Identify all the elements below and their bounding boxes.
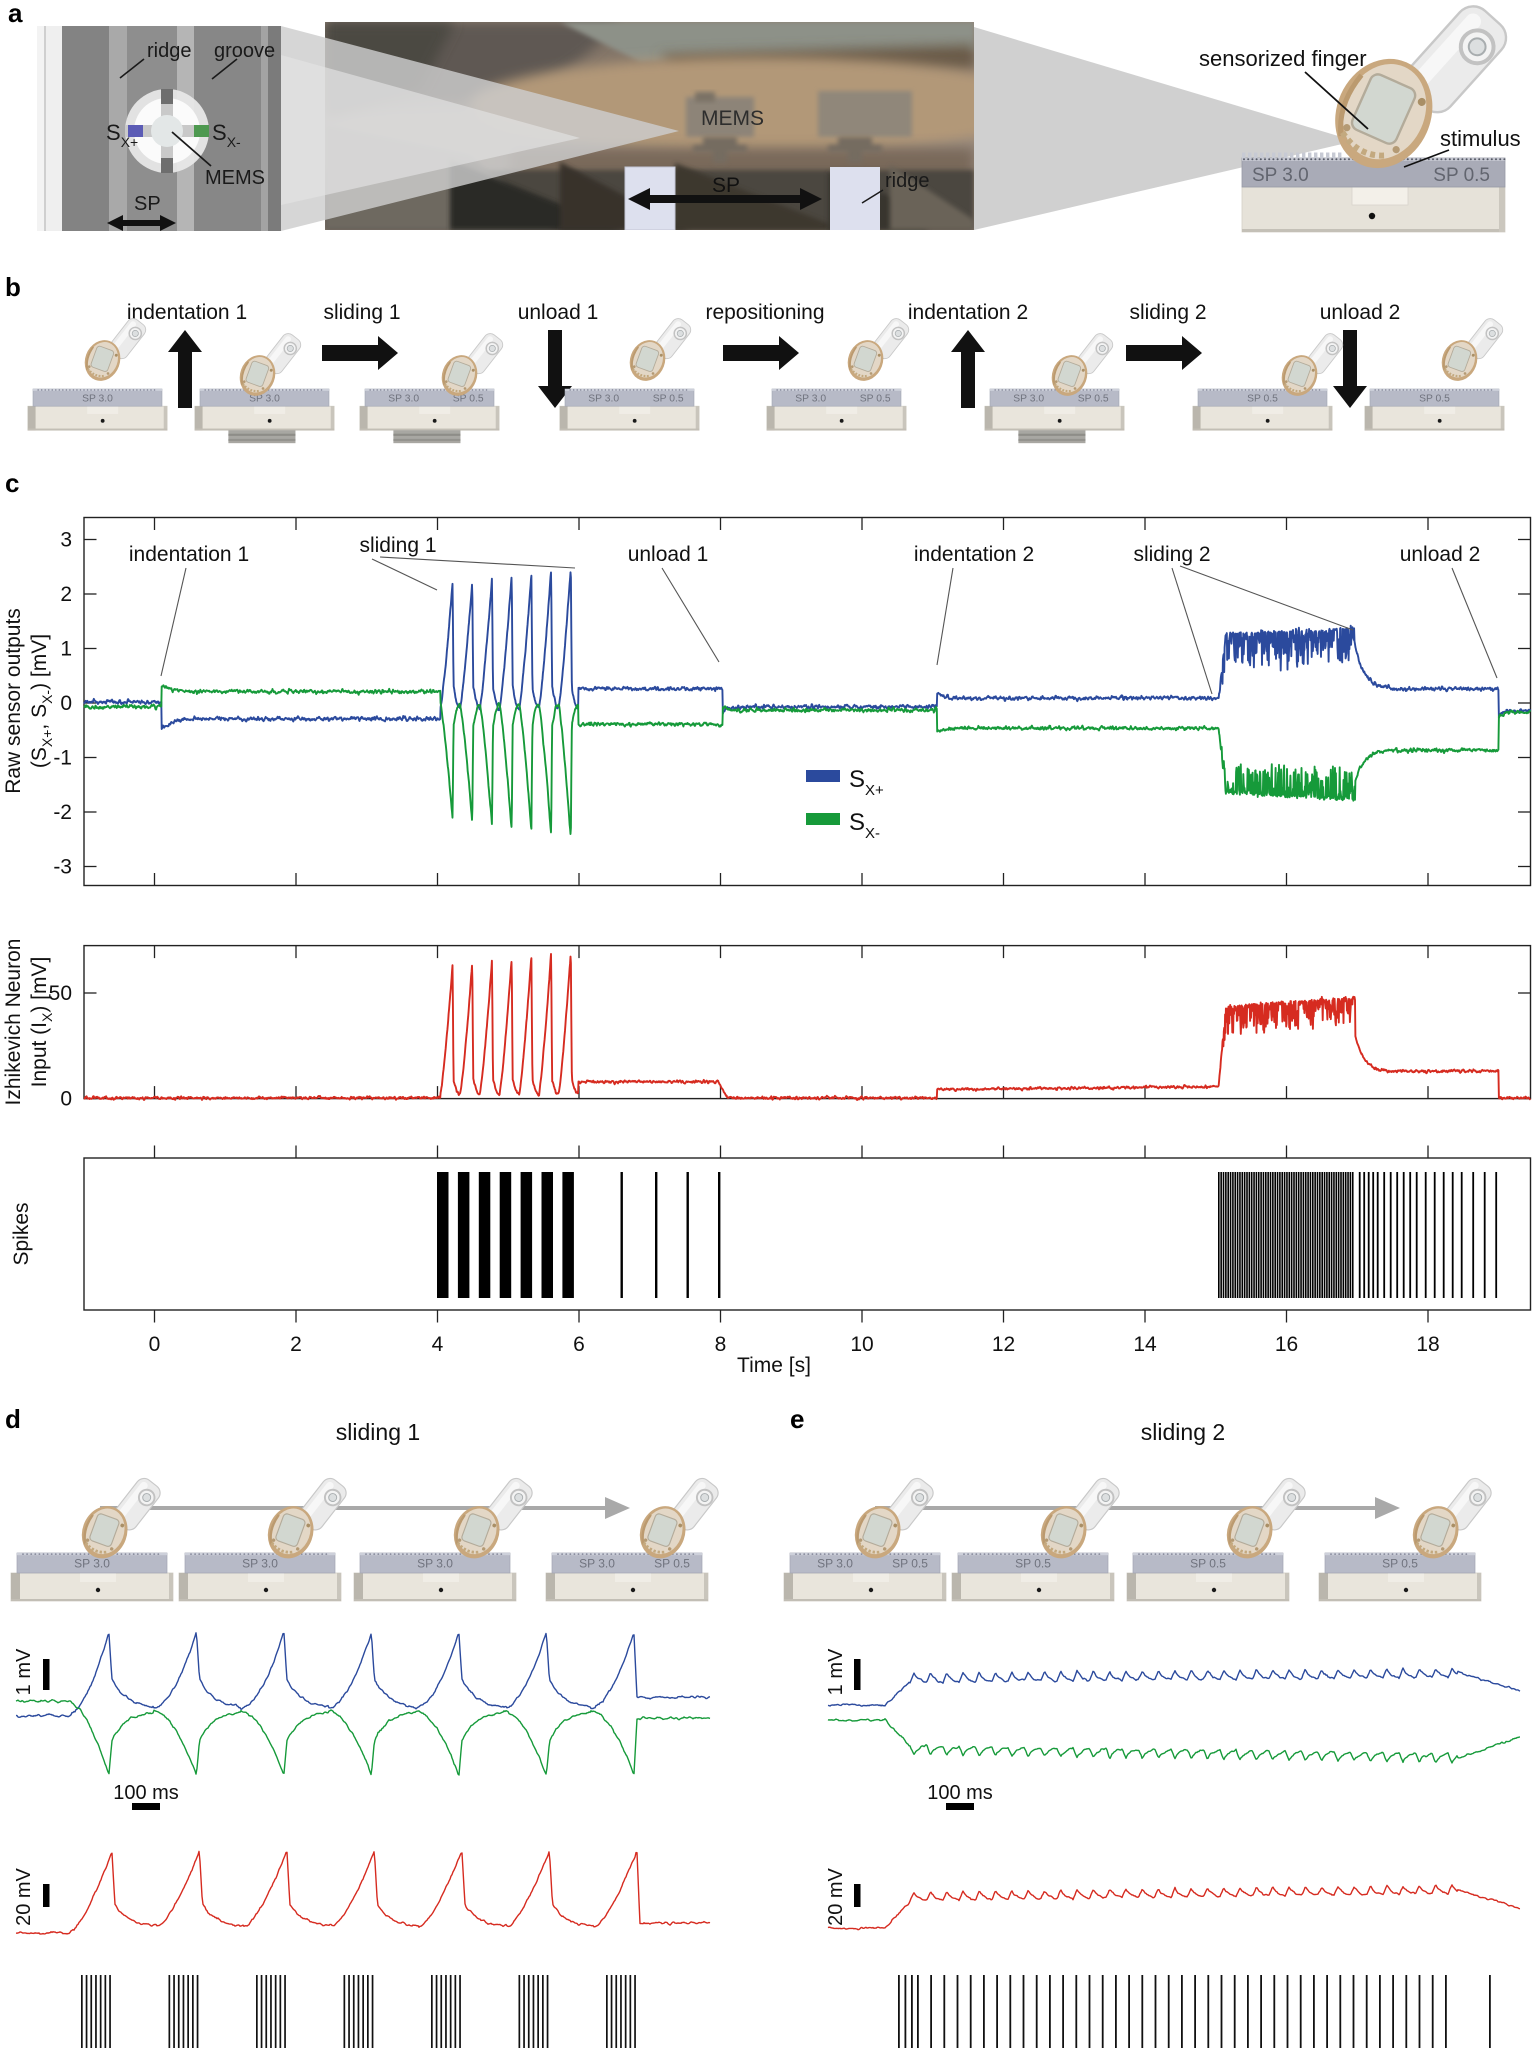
svg-text:a: a	[8, 0, 23, 28]
svg-text:indentation 1: indentation 1	[127, 301, 247, 324]
svg-text:1 mV: 1 mV	[13, 1648, 35, 1695]
svg-text:1: 1	[60, 638, 72, 661]
svg-text:-3: -3	[53, 856, 72, 879]
svg-text:-2: -2	[53, 801, 72, 824]
svg-text:indentation 2: indentation 2	[908, 301, 1028, 324]
svg-text:SP 0.5: SP 0.5	[1190, 1557, 1226, 1571]
svg-text:100 ms: 100 ms	[113, 1782, 179, 1804]
svg-text:0: 0	[60, 1088, 72, 1111]
svg-text:SP 0.5: SP 0.5	[1078, 393, 1109, 404]
svg-text:sliding 2: sliding 2	[1129, 301, 1206, 324]
svg-text:2: 2	[290, 1333, 302, 1356]
svg-text:Input (IX) [mV]: Input (IX) [mV]	[28, 957, 55, 1088]
svg-text:SP 3.0: SP 3.0	[242, 1557, 278, 1571]
svg-text:b: b	[5, 272, 21, 302]
svg-text:3: 3	[60, 529, 72, 552]
svg-text:MEMS: MEMS	[205, 167, 265, 189]
svg-text:groove: groove	[214, 40, 275, 62]
svg-text:unload 1: unload 1	[628, 543, 709, 566]
svg-text:d: d	[5, 1404, 21, 1434]
svg-text:SP 0.5: SP 0.5	[860, 393, 891, 404]
svg-text:6: 6	[573, 1333, 585, 1356]
svg-text:sliding 2: sliding 2	[1133, 543, 1210, 566]
svg-text:indentation 1: indentation 1	[129, 543, 249, 566]
svg-text:SP 0.5: SP 0.5	[1419, 393, 1450, 404]
svg-text:MEMS: MEMS	[701, 107, 764, 130]
svg-text:sliding 1: sliding 1	[336, 1419, 420, 1445]
svg-text:SP 3.0: SP 3.0	[82, 393, 113, 404]
svg-text:0: 0	[60, 692, 72, 715]
svg-text:SP 3.0: SP 3.0	[588, 393, 619, 404]
svg-text:c: c	[5, 468, 19, 498]
svg-text:sensorized finger: sensorized finger	[1199, 46, 1367, 71]
svg-text:SP 0.5: SP 0.5	[1433, 165, 1490, 186]
svg-text:unload 2: unload 2	[1320, 301, 1401, 324]
svg-text:e: e	[790, 1404, 804, 1434]
svg-text:unload 2: unload 2	[1400, 543, 1481, 566]
svg-text:20 mV: 20 mV	[13, 1867, 35, 1925]
svg-text:18: 18	[1416, 1333, 1439, 1356]
svg-text:20 mV: 20 mV	[825, 1867, 847, 1925]
svg-text:4: 4	[432, 1333, 444, 1356]
svg-text:sliding 1: sliding 1	[323, 301, 400, 324]
svg-text:SP 3.0: SP 3.0	[1252, 165, 1309, 186]
svg-text:SP 0.5: SP 0.5	[892, 1557, 928, 1571]
svg-text:SP 0.5: SP 0.5	[654, 1557, 690, 1571]
svg-text:unload 1: unload 1	[518, 301, 599, 324]
svg-text:8: 8	[715, 1333, 727, 1356]
svg-text:ridge: ridge	[147, 40, 191, 62]
svg-text:0: 0	[149, 1333, 161, 1356]
svg-text:SP: SP	[134, 193, 161, 215]
svg-text:SP 3.0: SP 3.0	[1013, 393, 1044, 404]
svg-text:SP 3.0: SP 3.0	[388, 393, 419, 404]
svg-text:sliding 1: sliding 1	[359, 534, 436, 557]
svg-text:SP 3.0: SP 3.0	[579, 1557, 615, 1571]
svg-text:SP 3.0: SP 3.0	[817, 1557, 853, 1571]
svg-text:SP 0.5: SP 0.5	[453, 393, 484, 404]
svg-text:SP 3.0: SP 3.0	[417, 1557, 453, 1571]
svg-text:indentation 2: indentation 2	[914, 543, 1034, 566]
svg-text:SP 3.0: SP 3.0	[74, 1557, 110, 1571]
svg-text:1 mV: 1 mV	[825, 1648, 847, 1695]
svg-text:12: 12	[992, 1333, 1015, 1356]
svg-text:SP 0.5: SP 0.5	[1247, 393, 1278, 404]
svg-text:repositioning: repositioning	[705, 301, 824, 324]
svg-text:14: 14	[1133, 1333, 1157, 1356]
svg-text:50: 50	[49, 982, 72, 1005]
svg-text:SP: SP	[712, 174, 740, 197]
svg-text:16: 16	[1275, 1333, 1298, 1356]
svg-text:SP 0.5: SP 0.5	[1382, 1557, 1418, 1571]
svg-text:sliding 2: sliding 2	[1141, 1419, 1225, 1445]
svg-text:SP 3.0: SP 3.0	[249, 393, 280, 404]
svg-text:SP 3.0: SP 3.0	[795, 393, 826, 404]
svg-text:Izhikevich Neuron: Izhikevich Neuron	[2, 939, 25, 1106]
svg-text:ridge: ridge	[885, 170, 929, 192]
svg-text:SP 0.5: SP 0.5	[653, 393, 684, 404]
svg-text:10: 10	[850, 1333, 873, 1356]
svg-text:100 ms: 100 ms	[927, 1782, 993, 1804]
svg-text:Time [s]: Time [s]	[737, 1354, 811, 1377]
svg-text:2: 2	[60, 583, 72, 606]
svg-text:Spikes: Spikes	[10, 1202, 33, 1265]
svg-text:stimulus: stimulus	[1440, 126, 1521, 151]
svg-text:-1: -1	[53, 747, 72, 770]
svg-text:Raw sensor outputs: Raw sensor outputs	[2, 608, 25, 794]
svg-text:SP 0.5: SP 0.5	[1015, 1557, 1051, 1571]
